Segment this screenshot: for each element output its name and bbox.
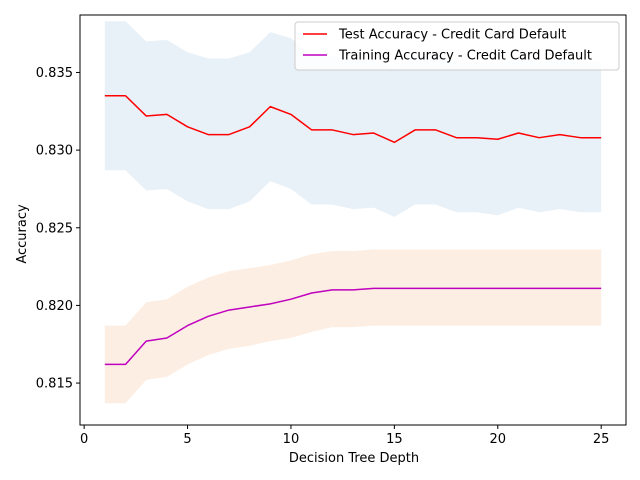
x-tick-label-20: 20 <box>489 432 506 447</box>
x-axis-label: Decision Tree Depth <box>289 451 419 466</box>
confidence-bands <box>104 21 602 404</box>
legend: Test Accuracy - Credit Card Default Train… <box>294 21 620 71</box>
x-tick-label-5: 5 <box>183 432 191 447</box>
plot-frame <box>79 14 627 426</box>
y-tick-label-0: 0.815 <box>36 377 73 392</box>
y-tick-label-1: 0.820 <box>36 299 73 314</box>
series-lines <box>104 95 602 366</box>
y-tick-label-4: 0.835 <box>36 66 73 81</box>
y-tick-label-2: 0.825 <box>36 221 73 236</box>
axes: 0 5 10 15 20 25 0.815 0.820 0.825 0.830 0.835 <box>36 14 627 447</box>
x-tick-label-10: 10 <box>283 432 300 447</box>
band-series-1 <box>104 249 602 404</box>
y-tick-label-3: 0.830 <box>36 144 73 159</box>
x-tick-label-0: 0 <box>80 432 88 447</box>
line-series-0 <box>104 95 602 144</box>
x-tick-label-25: 25 <box>593 432 610 447</box>
x-tick-label-15: 15 <box>386 432 403 447</box>
y-axis-label: Accuracy <box>15 204 30 264</box>
legend-label-1: Training Accuracy - Credit Card Default <box>338 49 592 64</box>
legend-label-0: Test Accuracy - Credit Card Default <box>338 28 566 43</box>
legend-box <box>294 21 620 71</box>
line-series-1 <box>104 287 602 366</box>
